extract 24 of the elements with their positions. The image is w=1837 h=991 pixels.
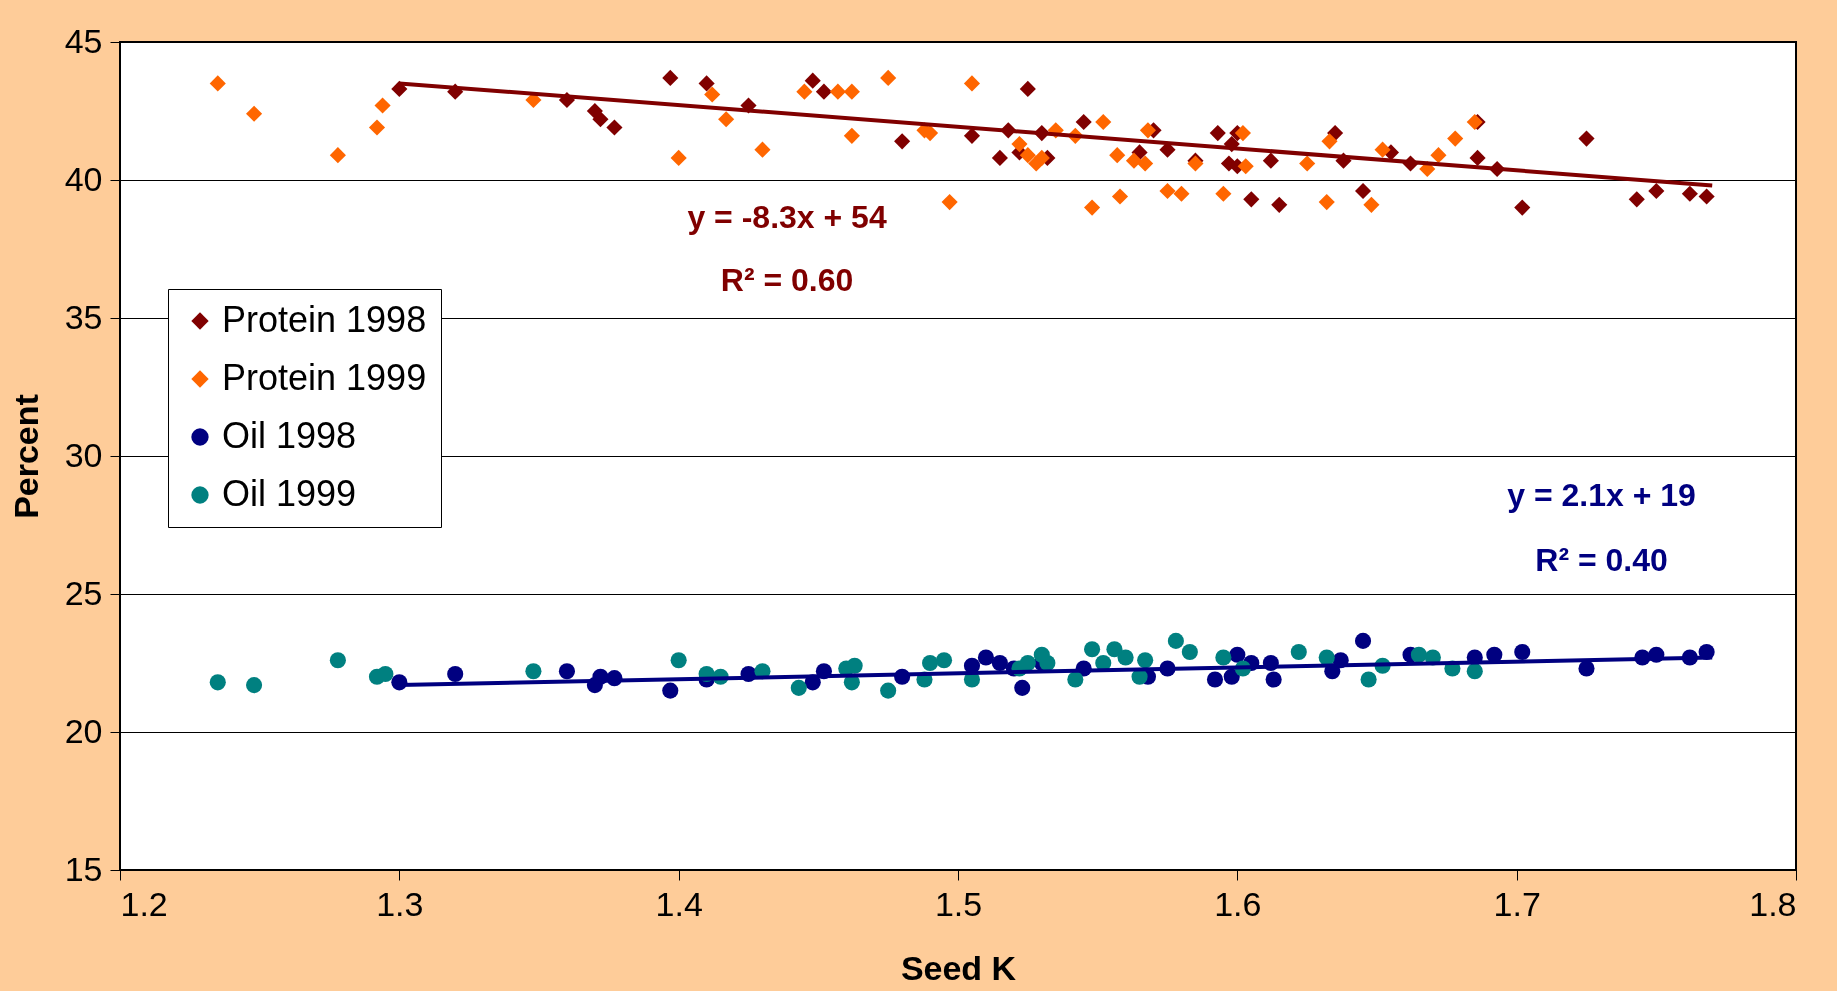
y-axis-title: Percent: [6, 394, 45, 519]
annotation: y = -8.3x + 54: [687, 198, 887, 235]
x-tick-label: 1.7: [1493, 884, 1541, 923]
y-tick-label: 25: [64, 573, 103, 612]
x-axis-title: Seed K: [900, 948, 1017, 987]
x-tick-label: 1.4: [655, 884, 703, 923]
y-tick-label: 30: [64, 435, 103, 474]
legend-label: Oil 1998: [222, 415, 357, 456]
annotation: R² = 0.40: [1535, 542, 1668, 579]
legend-label: Protein 1998: [222, 299, 427, 340]
legend-label: Oil 1999: [222, 473, 357, 514]
legend-label: Protein 1999: [222, 357, 427, 398]
x-tick-label: 1.6: [1214, 884, 1262, 923]
annotation: R² = 0.60: [720, 262, 854, 299]
y-tick-label: 15: [64, 849, 103, 888]
x-tick-label: 1.3: [376, 884, 424, 923]
y-tick-label: 45: [64, 21, 103, 60]
y-tick-label: 35: [64, 297, 103, 336]
x-tick-label: 1.8: [1749, 884, 1797, 923]
x-tick-label: 1.2: [120, 884, 168, 923]
y-tick-label: 20: [64, 711, 103, 750]
y-tick-label: 40: [64, 159, 103, 198]
x-tick-label: 1.5: [934, 884, 983, 923]
annotation: y = 2.1x + 19: [1507, 476, 1696, 513]
